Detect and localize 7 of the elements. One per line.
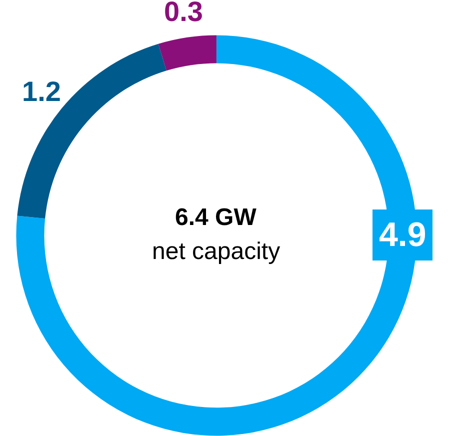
- data-label: 1.2: [22, 76, 61, 107]
- text: net capacity: [152, 238, 280, 265]
- text: 6.4 GW: [175, 204, 257, 231]
- data-label: 4.9: [379, 216, 426, 254]
- data-label: 0.3: [164, 0, 203, 27]
- donut-slice: [158, 35, 216, 71]
- donut-slice: [17, 44, 166, 219]
